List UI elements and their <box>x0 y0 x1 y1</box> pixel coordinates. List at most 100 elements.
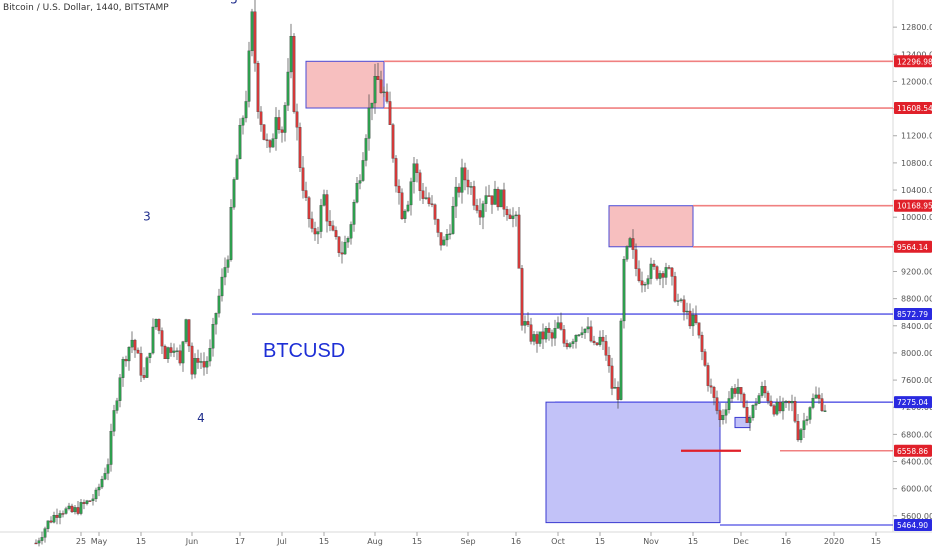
candle-body <box>376 76 380 80</box>
candle-body <box>160 330 164 347</box>
candle-body <box>538 331 542 344</box>
candle-body <box>187 319 191 347</box>
candle-body <box>547 328 551 333</box>
candle-body <box>373 76 377 104</box>
candle-body <box>256 63 260 112</box>
candle-body <box>712 386 716 398</box>
candle-body <box>787 400 791 404</box>
candle-body <box>115 400 119 411</box>
candle-body <box>514 214 518 217</box>
candle-body <box>724 409 728 416</box>
wave-annotation: 3 <box>143 210 151 224</box>
candle-body <box>586 326 590 330</box>
candle-body <box>79 502 83 514</box>
candle-body <box>178 350 182 364</box>
price-label-value: 7275.04 <box>897 398 928 407</box>
time-tick-label: 15 <box>595 537 605 546</box>
price-tick-label: 11200.00 <box>901 132 932 141</box>
candle-body <box>166 347 170 360</box>
candle-body <box>226 259 230 268</box>
candle-body <box>208 348 212 362</box>
price-tick-label: 5600.00 <box>901 512 932 521</box>
candle-body <box>193 358 197 375</box>
candle-body <box>310 218 314 229</box>
time-tick-label: 17 <box>235 537 245 546</box>
candle-body <box>316 231 320 235</box>
candle-body <box>406 204 410 212</box>
candle-body <box>535 334 539 344</box>
price-label-value: 10168.95 <box>897 202 932 211</box>
wave-annotation: 5 <box>230 0 238 6</box>
candle-body <box>484 195 488 204</box>
candle-body <box>379 79 383 93</box>
candle-body <box>658 273 662 279</box>
price-tick-label: 12400.00 <box>901 50 932 59</box>
candle-body <box>598 336 602 345</box>
candle-body <box>790 401 794 404</box>
candle-body <box>211 324 215 349</box>
candle-body <box>781 401 785 412</box>
candle-body <box>502 189 506 210</box>
price-label-tag <box>894 240 932 253</box>
candle-body <box>496 188 500 208</box>
candle-body <box>127 346 131 362</box>
candle-body <box>697 322 701 336</box>
candle-body <box>181 341 185 364</box>
candle-body <box>670 267 674 277</box>
candle-body <box>622 259 626 322</box>
candle-body <box>76 507 80 514</box>
time-tick-label: 15 <box>136 537 146 546</box>
candle-body <box>520 268 524 326</box>
candle-body <box>706 365 710 386</box>
candle-body <box>571 341 575 344</box>
candle-body <box>688 310 692 327</box>
candle-body <box>52 514 56 523</box>
candle-body <box>85 500 89 504</box>
price-tick-label: 8800.00 <box>901 295 932 304</box>
candle-body <box>46 520 50 529</box>
candle-body <box>649 263 653 279</box>
candle-body <box>760 386 764 396</box>
candle-body <box>124 359 128 362</box>
price-label-tag <box>894 199 932 212</box>
candle-body <box>604 341 608 356</box>
candle-body <box>244 101 248 119</box>
time-tick-label: Jun <box>185 537 199 546</box>
candle-body <box>823 410 827 412</box>
candle-body <box>313 228 317 235</box>
candle-body <box>358 180 362 184</box>
candle-body <box>409 181 413 206</box>
candle-body <box>460 167 464 193</box>
candle-body <box>763 386 767 394</box>
candle-body <box>490 195 494 205</box>
candle-body <box>700 334 704 352</box>
candle-body <box>469 186 473 188</box>
candle-body <box>259 111 263 125</box>
candle-body <box>328 220 332 226</box>
candle-body <box>640 280 644 286</box>
candle-body <box>637 268 641 281</box>
time-tick-label: Dec <box>733 537 748 546</box>
candle-body <box>727 398 731 410</box>
candle-body <box>454 186 458 207</box>
candle-body <box>364 138 368 161</box>
candle-body <box>718 410 722 421</box>
candle-body <box>457 186 461 193</box>
price-label-tag <box>894 308 932 321</box>
candle-body <box>325 194 329 222</box>
candle-body <box>541 331 545 340</box>
candle-body <box>559 322 563 330</box>
price-label-tag <box>894 102 932 115</box>
price-tick-label: 10400.00 <box>901 186 932 195</box>
time-tick-label: 15 <box>412 537 422 546</box>
candle-body <box>400 192 404 219</box>
candle-body <box>382 91 386 94</box>
candle-body <box>331 225 335 231</box>
price-tick-label: 12800.00 <box>901 23 932 32</box>
candle-body <box>91 498 95 501</box>
candle-body <box>97 486 101 491</box>
candle-body <box>607 355 611 367</box>
candle-body <box>58 513 62 518</box>
candle-body <box>265 139 269 141</box>
